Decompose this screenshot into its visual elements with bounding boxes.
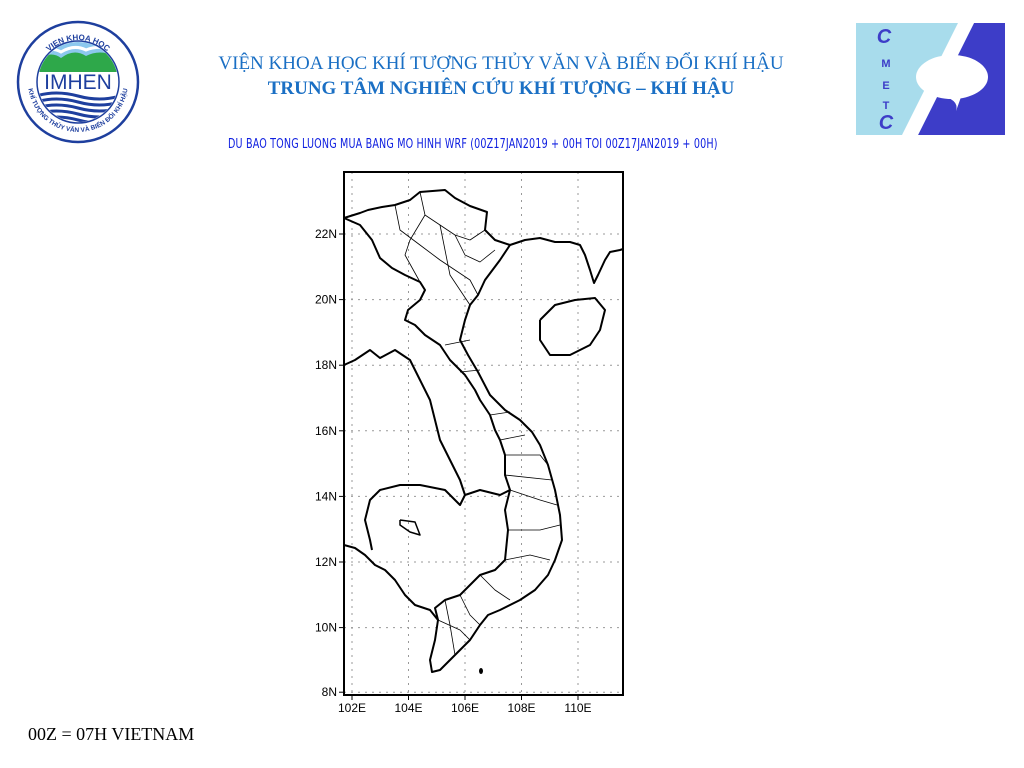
province-border: [444, 339, 471, 346]
lon-label: 108E: [507, 701, 535, 715]
province-border: [419, 191, 486, 241]
tonle-sap-lake: [399, 519, 421, 536]
province-border: [454, 234, 496, 263]
map-title: DU BAO TONG LUONG MUA BANG MO HINH WRF (…: [228, 137, 718, 152]
cmetc-letter: E: [882, 80, 889, 92]
institute-title: VIỆN KHOA HỌC KHÍ TƯỢNG THỦY VĂN VÀ BIẾN…: [218, 53, 784, 74]
coastline-china: [343, 189, 624, 284]
border-cambodia-laos: [464, 489, 511, 496]
lat-label: 20N: [315, 293, 337, 307]
lon-label: 102E: [338, 701, 366, 715]
lon-label: 110E: [564, 701, 591, 715]
timezone-note: 00Z = 07H VIETNAM: [28, 724, 195, 744]
province-border: [439, 224, 471, 306]
map-grid: [344, 172, 623, 695]
cmetc-letter: M: [881, 58, 890, 70]
imhen-logo: IMHEN VIEN KHOA HOC KHÍ TƯỢNG THỦY VĂN V…: [16, 20, 140, 144]
center-title: TRUNG TÂM NGHIÊN CỨU KHÍ TƯỢNG – KHÍ HẬU: [267, 78, 735, 99]
province-border: [504, 474, 553, 481]
map-frame: [343, 171, 624, 696]
province-border: [505, 454, 549, 466]
lat-label: 14N: [315, 489, 337, 503]
lon-label: 106E: [451, 701, 479, 715]
lat-label: 12N: [315, 555, 337, 569]
lat-label: 8N: [322, 685, 337, 699]
coastline-vietnam: [343, 244, 563, 673]
cmetc-letter: C: [879, 112, 894, 134]
province-border: [437, 619, 471, 641]
border-vietnam-laos: [343, 217, 511, 621]
hainan-island: [539, 297, 606, 356]
cmetc-letter: C: [877, 26, 892, 48]
province-border: [394, 204, 479, 296]
province-border: [508, 524, 561, 531]
province-border: [489, 411, 511, 416]
lon-label: 104E: [394, 701, 422, 715]
imhen-logo-name: IMHEN: [44, 71, 112, 94]
lat-label: 22N: [315, 227, 337, 241]
cmetc-letter: T: [883, 100, 890, 112]
cmetc-logo: C M E T C: [856, 23, 1005, 135]
lat-label: 16N: [315, 424, 337, 438]
lat-label: 10N: [315, 621, 337, 635]
lat-label: 18N: [315, 358, 337, 372]
province-border: [404, 214, 426, 283]
con-dao-island: [479, 668, 483, 674]
province-border: [504, 554, 551, 561]
province-border: [444, 599, 456, 656]
border-laos-thailand: [343, 349, 466, 551]
province-border: [459, 369, 481, 373]
province-border: [499, 434, 526, 441]
province-border: [459, 594, 481, 626]
province-border: [509, 489, 558, 506]
province-border: [479, 574, 511, 601]
